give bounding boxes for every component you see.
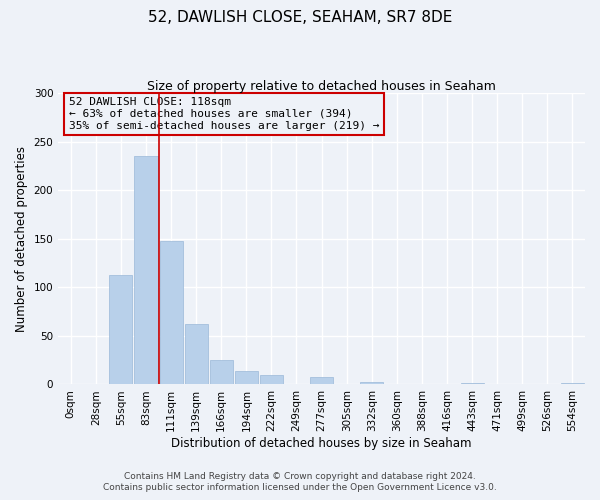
X-axis label: Distribution of detached houses by size in Seaham: Distribution of detached houses by size … <box>172 437 472 450</box>
Text: 52, DAWLISH CLOSE, SEAHAM, SR7 8DE: 52, DAWLISH CLOSE, SEAHAM, SR7 8DE <box>148 10 452 25</box>
Bar <box>360 382 383 384</box>
Bar <box>109 274 133 384</box>
Text: Contains HM Land Registry data © Crown copyright and database right 2024.
Contai: Contains HM Land Registry data © Crown c… <box>103 472 497 492</box>
Bar <box>185 324 208 384</box>
Bar <box>260 374 283 384</box>
Bar <box>235 371 258 384</box>
Bar <box>134 156 158 384</box>
Bar <box>209 360 233 384</box>
Bar <box>160 240 182 384</box>
Title: Size of property relative to detached houses in Seaham: Size of property relative to detached ho… <box>147 80 496 93</box>
Bar <box>310 376 333 384</box>
Text: 52 DAWLISH CLOSE: 118sqm
← 63% of detached houses are smaller (394)
35% of semi-: 52 DAWLISH CLOSE: 118sqm ← 63% of detach… <box>69 98 379 130</box>
Y-axis label: Number of detached properties: Number of detached properties <box>15 146 28 332</box>
